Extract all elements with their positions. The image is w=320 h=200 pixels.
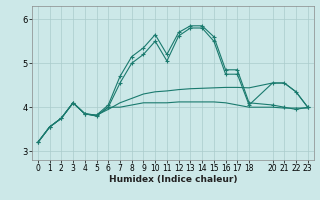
X-axis label: Humidex (Indice chaleur): Humidex (Indice chaleur) — [108, 175, 237, 184]
